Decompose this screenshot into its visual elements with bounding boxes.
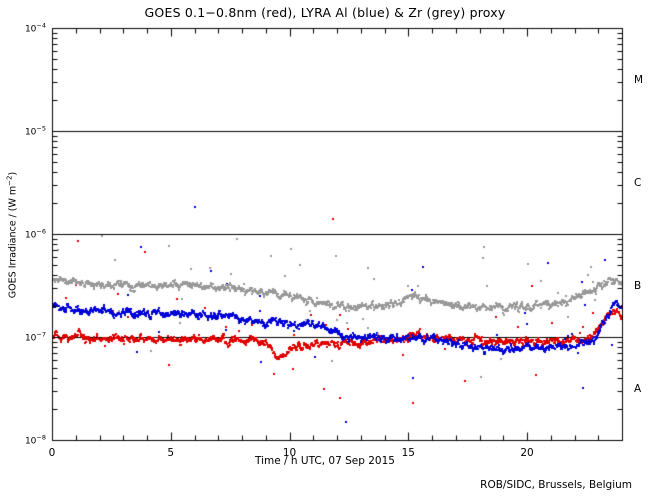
y-tick-label: 10−6 [24, 227, 46, 241]
y-tick-label: 10−5 [24, 124, 46, 138]
y-axis-title-exponent: −2 [5, 175, 14, 186]
x-tick-label: 5 [167, 447, 175, 459]
x-tick-label: 0 [48, 447, 56, 459]
y-tick-label: 10−7 [24, 330, 46, 344]
x-tick-label: 15 [401, 447, 415, 459]
y-axis-title-text: GOES Irradiance / (W m [7, 185, 19, 299]
credit-text: ROB/SIDC, Brussels, Belgium [480, 479, 632, 491]
y-axis-title-tail: ) [7, 171, 19, 176]
flare-class-label-a: A [634, 382, 642, 395]
flare-class-label-b: B [634, 279, 642, 292]
x-axis-title: Time / h UTC, 07 Sep 2015 [255, 455, 395, 467]
y-tick-label: 10−8 [24, 433, 46, 447]
y-tick-label: 10−4 [24, 21, 46, 35]
x-tick-label: 10 [282, 447, 297, 459]
x-tick-label: 20 [520, 447, 534, 459]
flare-class-label-c: C [634, 176, 642, 189]
flare-class-label-m: M [634, 73, 644, 86]
